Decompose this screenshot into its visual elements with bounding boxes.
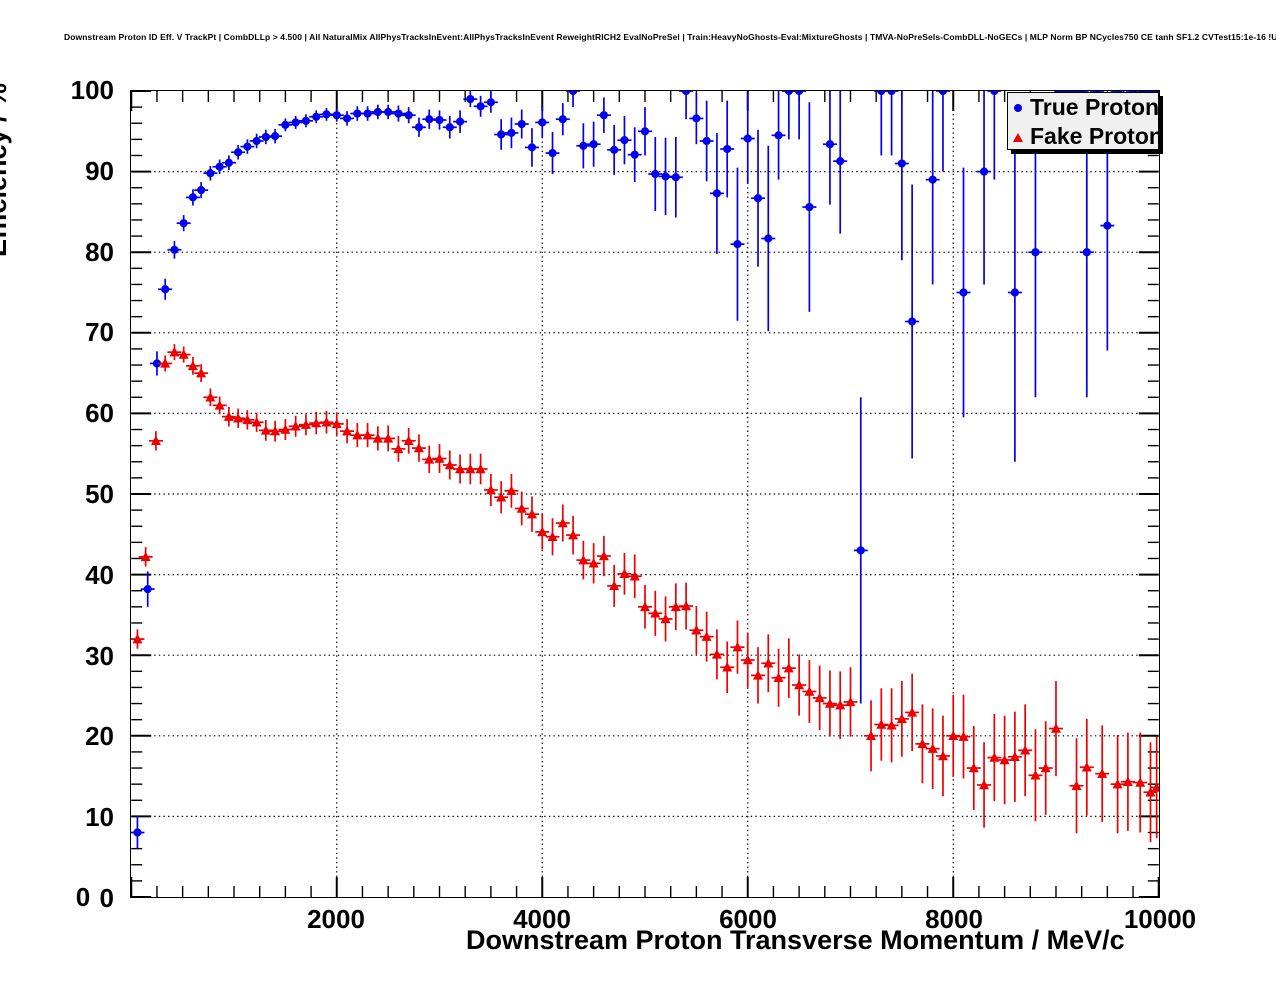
series-fake-proton (131, 344, 1159, 843)
x-tick-label: 6000 (719, 904, 777, 934)
gridlines (131, 91, 1159, 897)
x-tick-label: 2000 (307, 904, 365, 934)
y-tick-label: 40 (85, 559, 114, 590)
legend-label: Fake Proton (1030, 123, 1163, 149)
legend: True Proton Fake Proton (1007, 92, 1163, 151)
y-tick-label: 0 (99, 883, 114, 913)
legend-entry-fake-proton: Fake Proton (1008, 122, 1163, 151)
y-tick-label: 30 (85, 640, 114, 671)
page-title: Downstream Proton ID Eff. V TrackPt | Co… (64, 32, 1276, 42)
y-tick-label: 100 (70, 75, 114, 105)
y-tick-label: 10 (85, 802, 114, 833)
y-tick-label: 70 (85, 317, 114, 348)
y-tick-label: 80 (85, 236, 114, 267)
y-tick-label: 50 (85, 479, 114, 509)
legend-entry-true-proton: True Proton (1008, 93, 1160, 122)
y-tick-label: 60 (85, 398, 114, 429)
plot-frame (130, 90, 1160, 898)
x-tick-label: 10000 (1123, 904, 1197, 934)
legend-label: True Proton (1030, 94, 1160, 120)
data-series-layer (131, 91, 1159, 849)
y-tick-label: 90 (85, 155, 114, 186)
series-true-proton (131, 91, 1156, 849)
y-tick-label: 20 (85, 721, 114, 752)
x-tick-label: 8000 (925, 904, 983, 934)
x-tick-label: 0 (75, 882, 91, 912)
triangle-marker-icon (1008, 122, 1030, 151)
circle-marker-icon (1008, 93, 1030, 122)
x-tick-label: 4000 (513, 904, 571, 934)
x-axis-title: Downstream Proton Transverse Momentum / … (466, 925, 1125, 955)
